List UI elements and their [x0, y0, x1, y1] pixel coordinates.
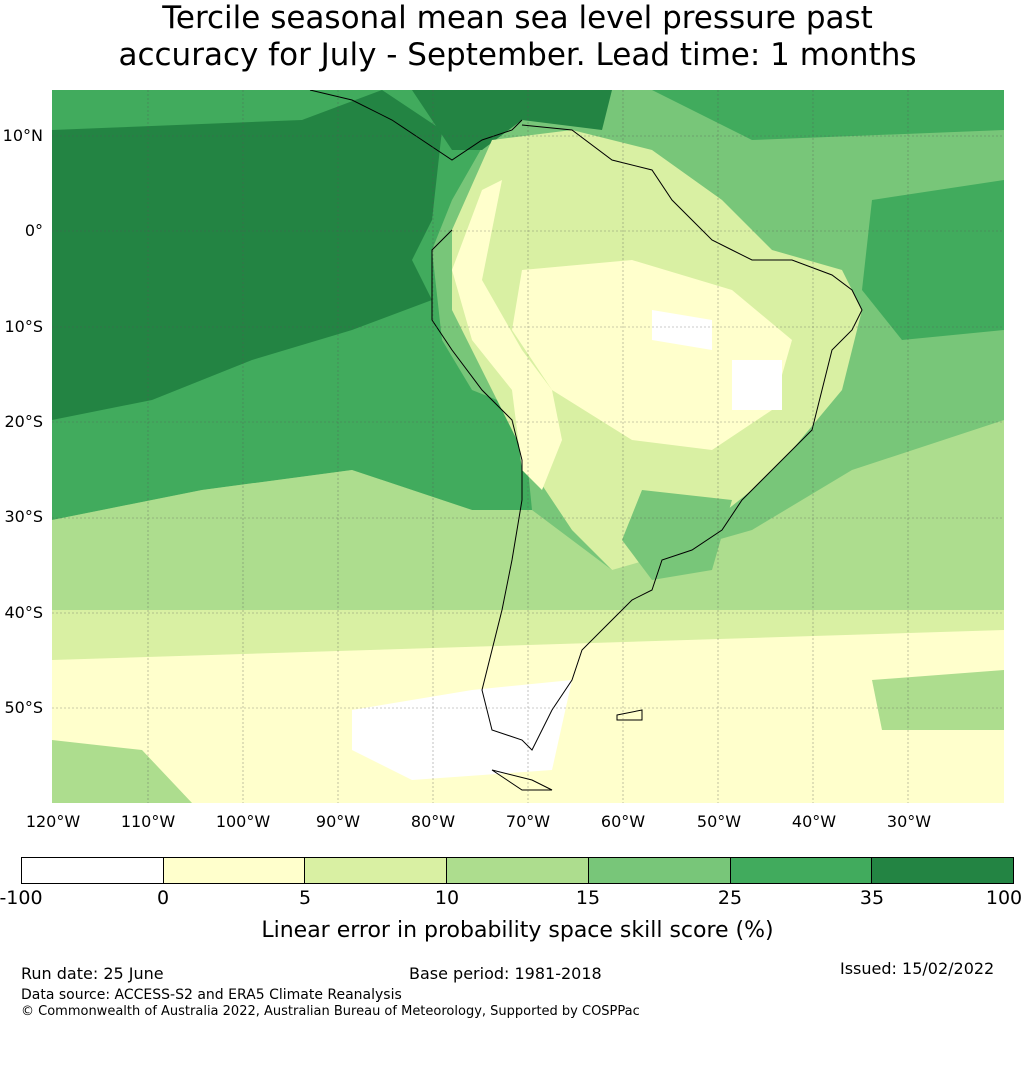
lon-label-40w: 40°W [791, 812, 837, 831]
continent-white-1 [652, 310, 712, 350]
title-line-2: accuracy for July - September. Lead time… [118, 37, 917, 73]
map-svg [52, 90, 1004, 803]
issued-date: Issued: 15/02/2022 [840, 959, 995, 978]
colorbar-tick: 35 [859, 887, 885, 909]
colorbar-segment [162, 858, 305, 883]
se-band-15 [872, 670, 1004, 730]
coastlines [309, 90, 863, 791]
colorbar-tick: 10 [434, 887, 460, 909]
skill-score-map [52, 90, 1004, 803]
continent-white-2 [732, 360, 782, 410]
colorbar-tick: 0 [156, 887, 170, 909]
colorbar [21, 857, 1014, 884]
data-source: Data source: ACCESS-S2 and ERA5 Climate … [21, 987, 402, 1003]
colorbar-segment [871, 858, 1014, 883]
lon-label-50w: 50°W [696, 812, 742, 831]
lat-label-50s: 50°S [4, 698, 43, 717]
colorbar-segment [22, 858, 163, 883]
map-title: Tercile seasonal mean sea level pressure… [0, 0, 1035, 74]
run-date: Run date: 25 June [21, 964, 164, 983]
colorbar-tick: -100 [0, 887, 43, 909]
title-line-1: Tercile seasonal mean sea level pressure… [162, 0, 873, 36]
rio-plata-25 [622, 490, 732, 580]
colorbar-segment [304, 858, 447, 883]
lon-label-60w: 60°W [600, 812, 646, 831]
north-atlantic-35 [652, 90, 1004, 140]
copyright: © Commonwealth of Australia 2022, Austra… [21, 1004, 640, 1019]
sw-band-15 [52, 740, 192, 803]
caribbean-100 [412, 90, 612, 150]
lon-label-80w: 80°W [410, 812, 456, 831]
lon-label-120w: 120°W [25, 812, 81, 831]
colorbar-tick: 25 [717, 887, 743, 909]
atlantic-35 [862, 180, 1004, 340]
colorbar-segment [729, 858, 872, 883]
colorbar-label: Linear error in probability space skill … [261, 918, 774, 943]
south-white [352, 680, 572, 780]
lat-label-30s: 30°S [4, 507, 43, 526]
lon-label-90w: 90°W [315, 812, 361, 831]
colorbar-segment [587, 858, 730, 883]
colorbar-tick: 5 [298, 887, 312, 909]
lat-label-20s: 20°S [4, 412, 43, 431]
lat-label-10n: 10°N [2, 126, 43, 145]
lon-label-100w: 100°W [215, 812, 271, 831]
lon-label-110w: 110°W [120, 812, 176, 831]
lat-label-40s: 40°S [4, 603, 43, 622]
nw-pacific-100 [52, 90, 442, 420]
lat-label-10s: 10°S [4, 317, 43, 336]
colorbar-segment [446, 858, 588, 883]
graticule [52, 90, 1004, 803]
lat-label-0: 0° [24, 221, 43, 240]
andes-5 [452, 180, 562, 490]
colorbar-tick: 100 [985, 887, 1023, 909]
continent-5 [512, 260, 792, 450]
colorbar-tick: 15 [575, 887, 601, 909]
lon-label-30w: 30°W [886, 812, 932, 831]
base-period: Base period: 1981-2018 [409, 964, 602, 983]
lon-label-70w: 70°W [505, 812, 551, 831]
